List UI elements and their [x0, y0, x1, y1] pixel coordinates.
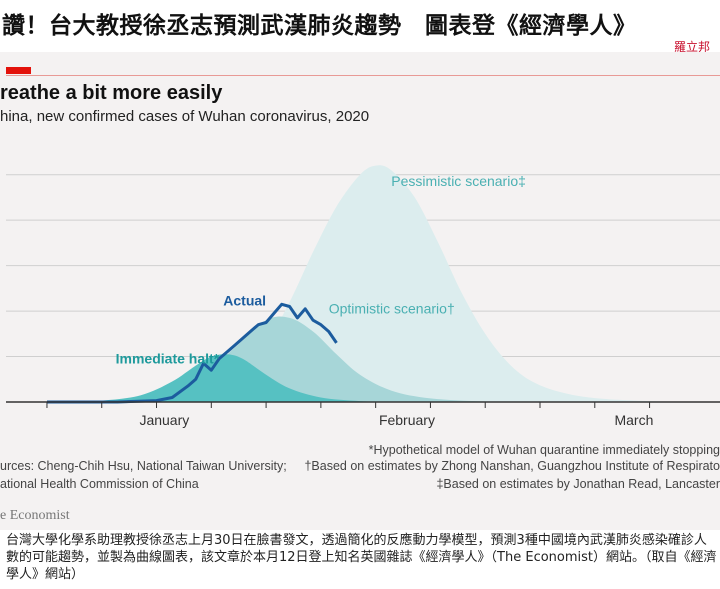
- chart-title: reathe a bit more easily: [0, 82, 223, 104]
- chart-panel: reathe a bit more easily hina, new confi…: [0, 52, 720, 530]
- chart-subtitle: hina, new confirmed cases of Wuhan coron…: [0, 108, 370, 125]
- source-line-2: ational Health Commission of China: [0, 477, 199, 491]
- economist-logo-text: e Economist: [0, 508, 70, 523]
- economist-red-rule: [6, 75, 720, 76]
- article-byline[interactable]: 羅立邦: [673, 40, 710, 54]
- footnote-optimistic: †Based on estimates by Zhong Nanshan, Gu…: [304, 459, 720, 473]
- footnote-pessimistic: ‡Based on estimates by Jonathan Read, La…: [436, 477, 720, 491]
- photo-caption: 台灣大學化學系助理教授徐丞志上月30日在臉書發文，透過簡化的反應動力學模型，預測…: [6, 533, 717, 582]
- line-actual: [47, 302, 338, 404]
- annotation-optimistic-scenario: Optimistic scenario†: [329, 300, 455, 316]
- source-line-1: urces: Cheng-Chih Hsu, National Taiwan U…: [0, 459, 287, 473]
- annotation-pessimistic-scenario: Pessimistic scenario‡: [391, 173, 526, 189]
- annotation-immediate-halt: Immediate halt*: [116, 350, 220, 366]
- annotation-actual: Actual: [223, 293, 266, 309]
- area-immediate-halt: [54, 354, 400, 402]
- x-tick-label-march: March: [614, 412, 653, 428]
- x-tick-label-january: January: [139, 412, 189, 428]
- article-headline: 讚！台大教授徐丞志預測武漢肺炎趨勢 圖表登《經濟學人》: [2, 13, 637, 39]
- economist-red-tag: [6, 67, 31, 74]
- footnote-immediate-halt: *Hypothetical model of Wuhan quarantine …: [368, 443, 720, 457]
- chart-plot: January February March Pessimistic scenari…: [6, 165, 720, 428]
- x-tick-label-february: February: [379, 412, 435, 428]
